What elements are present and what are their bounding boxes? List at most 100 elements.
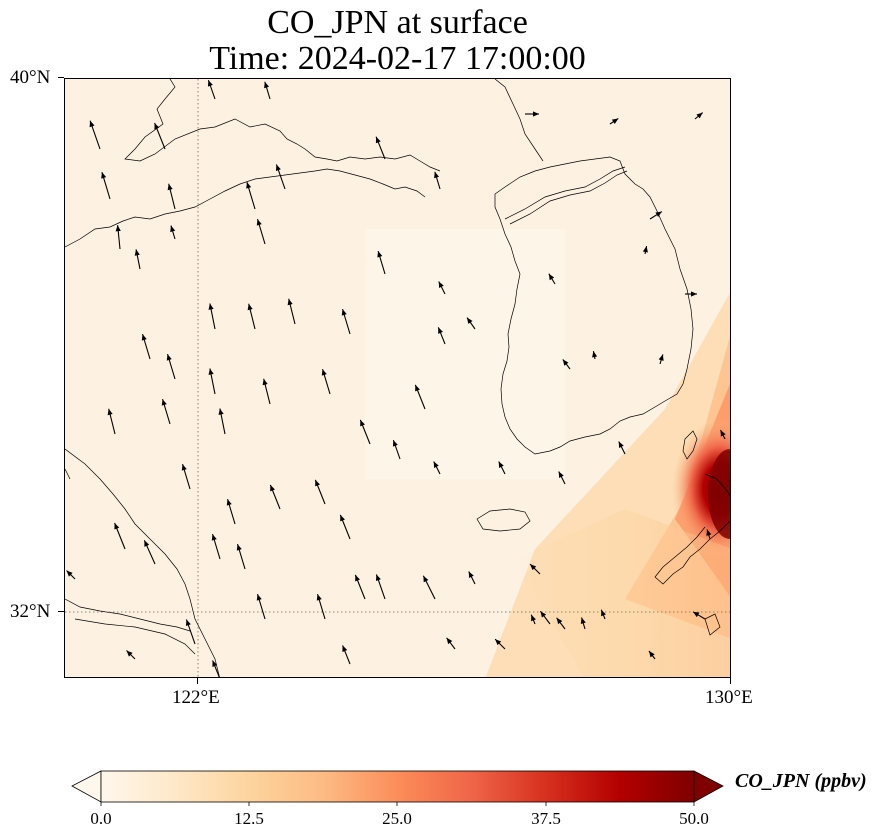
- wind-arrow-head: [208, 368, 214, 375]
- wind-arrow-head: [696, 112, 703, 119]
- wind-arrow-head: [166, 354, 172, 361]
- wind-arrow-head: [218, 408, 224, 415]
- wind-arrow-head: [144, 540, 150, 547]
- wind-arrow-head: [658, 354, 664, 361]
- coastline-china-east: [65, 448, 220, 677]
- gridlines: [65, 79, 730, 677]
- coastline-yangtze: [74, 618, 196, 655]
- wind-arrow-head: [649, 651, 655, 658]
- lon-tick-130: 130°E: [705, 687, 753, 708]
- wind-arrow-head: [642, 246, 648, 253]
- wind-arrow-head: [562, 359, 569, 366]
- wind-arrow-head: [466, 317, 473, 324]
- wind-vectors: [66, 79, 726, 677]
- lat-tick-40: 40°N: [10, 67, 51, 88]
- wind-arrow-head: [256, 594, 262, 601]
- wind-arrow-head: [321, 369, 327, 376]
- wind-arrow-head: [275, 164, 281, 171]
- lon-tick-mark-122: [197, 678, 198, 684]
- concentration-field: [65, 79, 730, 677]
- wind-arrow-head: [580, 617, 586, 625]
- wind-arrow-head: [247, 303, 253, 311]
- wind-arrow-head: [355, 574, 360, 582]
- wind-arrow-head: [495, 639, 502, 646]
- wind-arrow-head: [264, 81, 270, 89]
- map-panel: [64, 78, 731, 678]
- colorbar-tick-1: 12.5: [234, 809, 264, 828]
- wind-arrow-head: [181, 464, 187, 471]
- wind-arrow-head: [246, 182, 252, 189]
- colorbar-tick-2: 25.0: [382, 809, 412, 828]
- wind-arrow-head: [340, 514, 345, 522]
- coastline-china-mid: [65, 468, 191, 632]
- wind-arrow-head: [115, 225, 121, 232]
- wind-arrow-head: [438, 281, 444, 289]
- wind-arrow-head: [211, 534, 217, 541]
- lat-tick-mark-40: [58, 77, 64, 78]
- wind-arrow-head: [341, 309, 347, 316]
- island-jeju: [476, 508, 531, 532]
- wind-arrow-head: [392, 440, 398, 447]
- wind-arrow-head: [212, 660, 218, 667]
- wind-arrow-head: [530, 564, 537, 571]
- wind-arrow-head: [415, 384, 420, 392]
- wind-arrow-head: [531, 614, 536, 622]
- wind-arrow-head: [185, 619, 191, 626]
- wind-arrow-head: [66, 570, 73, 577]
- wind-arrow-head: [208, 303, 214, 310]
- lon-tick-mark-130: [730, 678, 731, 684]
- wind-arrow-head: [141, 334, 147, 341]
- title-line-1: CO_JPN at surface: [267, 4, 528, 41]
- wind-arrow-head: [315, 479, 320, 487]
- colorbar-tick-4: 50.0: [679, 809, 709, 828]
- wind-arrow-head: [533, 111, 539, 117]
- coastline-kyushu: [654, 473, 730, 585]
- wind-arrow-head: [611, 118, 619, 124]
- title-line-2: Time: 2024-02-17 17:00:00: [209, 40, 586, 77]
- wind-arrow-head: [540, 611, 547, 618]
- wind-arrow-head: [101, 172, 107, 179]
- coastline-korea: [494, 156, 694, 455]
- wind-arrow-head: [161, 399, 167, 406]
- wind-arrow-head: [89, 120, 95, 128]
- wind-arrow-head: [316, 594, 322, 601]
- island-tsushima: [682, 430, 698, 460]
- wind-arrow-head: [691, 291, 697, 297]
- wind-arrow-head: [262, 378, 268, 386]
- colorbar-tick-0: 0.0: [90, 809, 112, 828]
- wind-arrow-head: [433, 461, 439, 469]
- coastline-korea-north: [504, 166, 626, 220]
- wind-arrow-head: [548, 273, 555, 281]
- wind-arrow-head: [423, 575, 429, 583]
- wind-arrow-head: [446, 637, 453, 645]
- wind-arrow-head: [107, 408, 113, 416]
- wind-arrow-head: [618, 441, 624, 449]
- island-small: [704, 613, 721, 636]
- colorbar-tick-3: 37.5: [531, 809, 561, 828]
- wind-arrow-head: [256, 219, 262, 226]
- wind-arrow-head: [375, 136, 381, 144]
- wind-arrow-head: [287, 298, 293, 306]
- lat-tick-mark-32: [58, 611, 64, 612]
- wind-arrow-head: [236, 544, 242, 551]
- colorbar-extend-max: [693, 770, 724, 803]
- coastline-bohai-north: [124, 79, 441, 172]
- wind-arrow-head: [558, 471, 564, 479]
- wind-arrow-head: [270, 484, 275, 492]
- wind-arrow-head: [601, 609, 606, 617]
- wind-arrow-head: [360, 419, 365, 427]
- coastline-north-korea-west: [494, 79, 544, 162]
- wind-arrow-head: [498, 461, 504, 469]
- wind-arrow-head: [170, 225, 176, 233]
- map-canvas: [65, 79, 730, 677]
- wind-arrow-head: [126, 650, 133, 657]
- wind-arrow-head: [692, 611, 700, 618]
- wind-arrow-head: [438, 327, 443, 334]
- colorbar-extend-min: [71, 770, 102, 803]
- lon-tick-122: 122°E: [172, 687, 220, 708]
- wind-arrow-head: [377, 251, 383, 258]
- wind-arrow-head: [468, 571, 474, 579]
- wind-arrow-head: [207, 80, 213, 87]
- colorbar-title: CO_JPN (ppbv): [735, 770, 867, 792]
- wind-arrow-head: [706, 529, 712, 536]
